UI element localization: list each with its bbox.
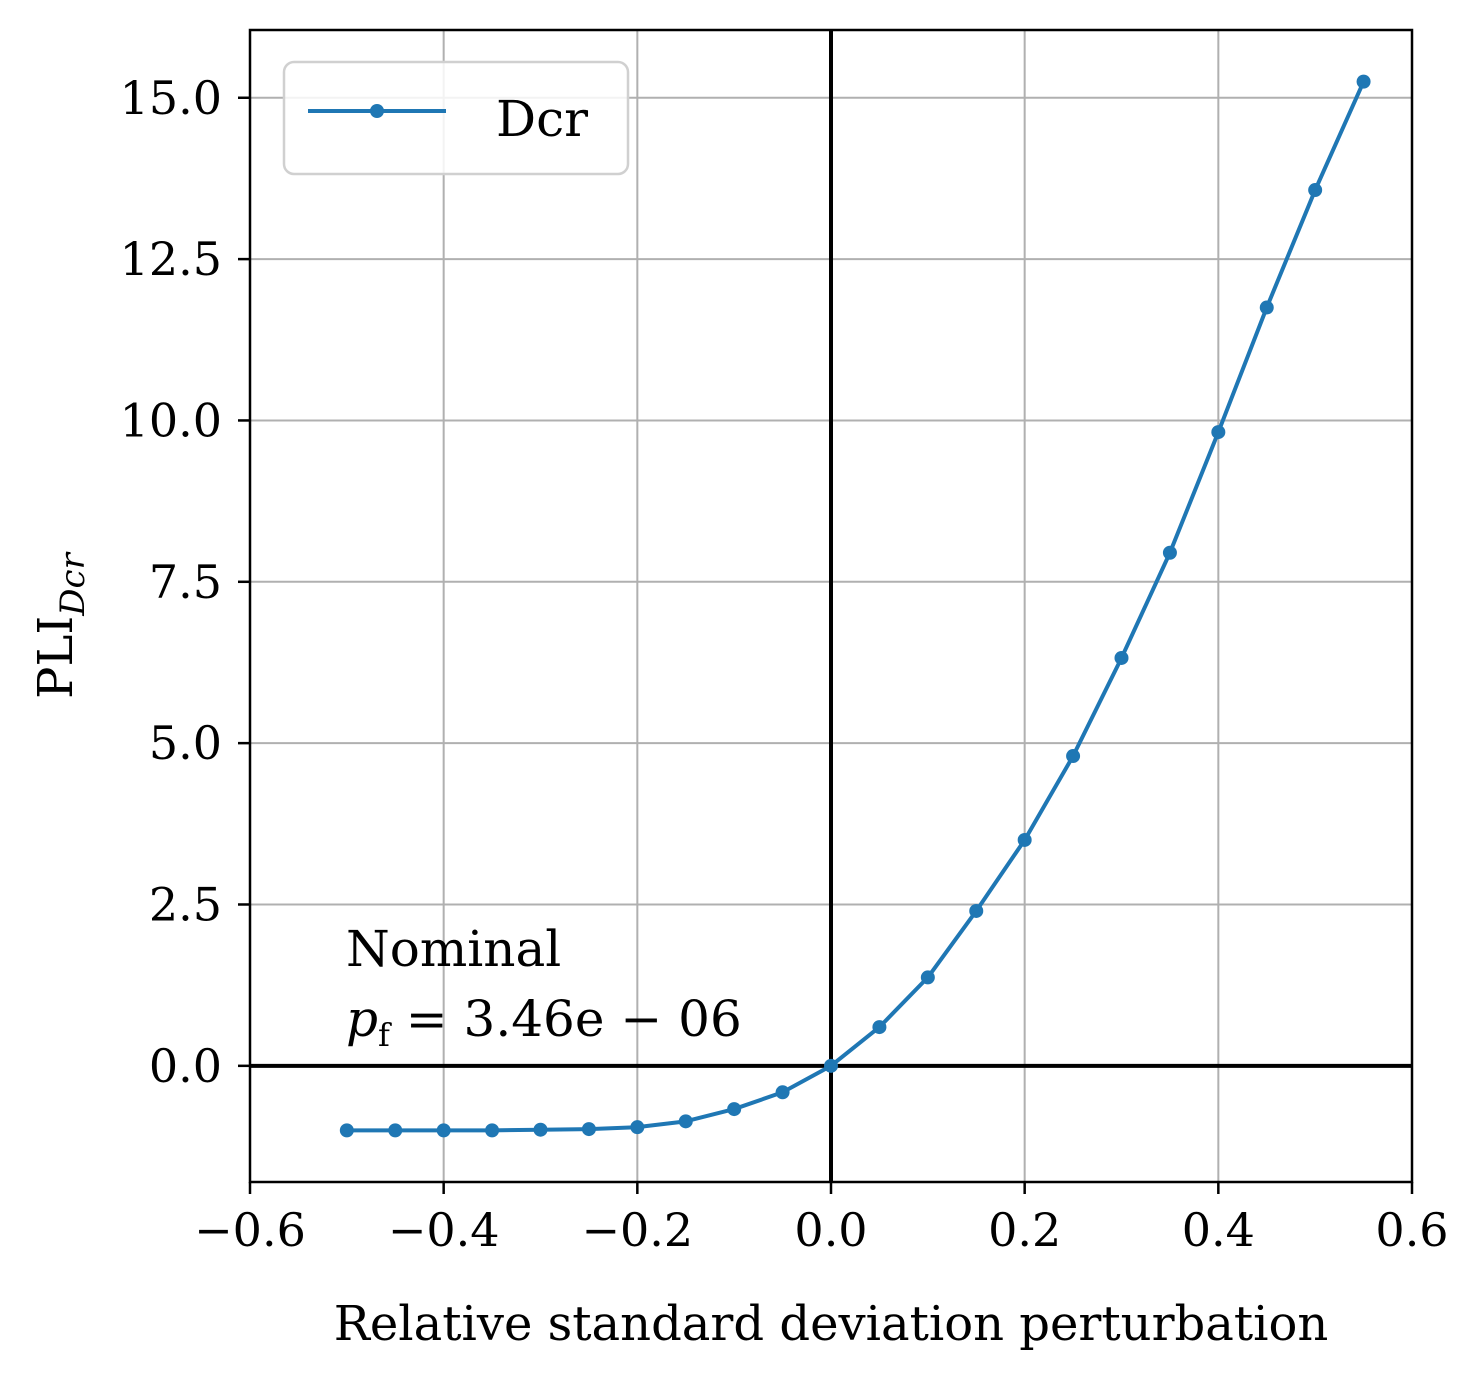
y-tick-label: 10.0 <box>120 393 222 447</box>
annotation-line-2: pf = 3.46e − 06 <box>346 990 742 1054</box>
legend-box <box>282 60 630 176</box>
data-point <box>678 1114 693 1129</box>
y-tick-label: 0.0 <box>149 1039 222 1093</box>
y-axis-label-subscript: Dcr <box>53 551 93 616</box>
series-line-dcr <box>346 80 1366 1133</box>
data-point <box>1356 74 1371 89</box>
legend-label-dcr: Dcr <box>496 90 588 148</box>
x-tick-label: −0.2 <box>581 1203 693 1257</box>
x-axis-label: Relative standard deviation perturbation <box>334 1296 1329 1352</box>
annotation-pf-subscript: f <box>378 1016 392 1054</box>
y-tick-label: 12.5 <box>120 232 222 286</box>
data-point <box>872 1020 887 1035</box>
data-point <box>775 1085 790 1100</box>
data-point <box>1211 425 1226 440</box>
y-tick-label: 5.0 <box>149 716 222 770</box>
data-series <box>339 74 1371 1138</box>
y-axis-label-main: PLI <box>28 616 84 699</box>
data-point <box>1066 749 1081 764</box>
annotation-line-1: Nominal <box>346 920 561 978</box>
data-point <box>339 1123 354 1138</box>
data-point <box>824 1058 838 1073</box>
legend: Dcr <box>282 60 630 176</box>
legend-marker-swatch <box>370 104 384 118</box>
x-tick-label: 0.6 <box>1375 1203 1448 1257</box>
data-point <box>1308 183 1323 198</box>
y-axis-label: PLIDcr <box>28 551 93 698</box>
y-ticks: 0.0 2.5 5.0 7.5 10.0 12.5 15.0 <box>120 71 250 1093</box>
data-point <box>388 1123 403 1138</box>
annotation-nominal: Nominal pf = 3.46e − 06 <box>346 920 742 1054</box>
data-point <box>485 1123 500 1138</box>
data-point <box>630 1120 645 1135</box>
data-point <box>436 1123 451 1138</box>
data-point <box>1017 832 1032 847</box>
data-point <box>1259 300 1274 315</box>
data-point <box>920 970 935 985</box>
annotation-pf-value: = 3.46e − 06 <box>390 990 742 1048</box>
data-point <box>581 1122 596 1137</box>
x-ticks: −0.6 −0.4 −0.2 0.0 0.2 0.4 0.6 <box>194 1182 1449 1257</box>
y-tick-label: 15.0 <box>120 71 222 125</box>
data-point <box>1162 545 1177 560</box>
data-point <box>969 903 984 918</box>
data-point <box>1114 650 1129 665</box>
data-point <box>533 1122 548 1137</box>
x-tick-label: 0.2 <box>988 1203 1061 1257</box>
data-point <box>727 1102 742 1117</box>
x-tick-label: −0.4 <box>388 1203 500 1257</box>
annotation-pf-symbol: p <box>346 990 378 1048</box>
x-tick-label: 0.4 <box>1182 1203 1255 1257</box>
y-tick-label: 7.5 <box>149 555 222 609</box>
y-tick-label: 2.5 <box>149 877 222 931</box>
x-tick-label: 0.0 <box>794 1203 867 1257</box>
x-tick-label: −0.6 <box>194 1203 306 1257</box>
